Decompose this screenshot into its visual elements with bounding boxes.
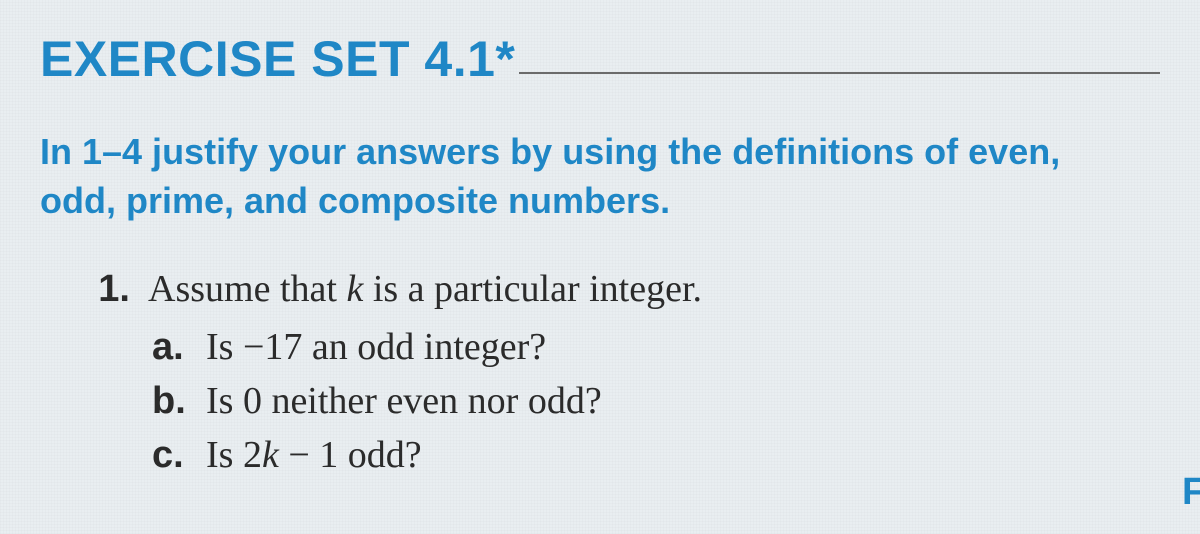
c-tail: − 1 bbox=[279, 434, 338, 476]
problem-1: 1. Assume that k is a particular integer… bbox=[40, 263, 1160, 483]
subpart-c: c. Is 2k − 1 odd? bbox=[152, 429, 1160, 483]
c-var: k bbox=[262, 434, 279, 476]
subpart-b: b. Is 0 neither even nor odd? bbox=[152, 375, 1160, 429]
problem-1-head: 1. Assume that k is a particular integer… bbox=[96, 263, 1160, 317]
b-text: Is 0 neither even nor odd? bbox=[206, 380, 602, 422]
subpart-b-text: Is 0 neither even nor odd? bbox=[206, 375, 602, 429]
c-post: odd? bbox=[338, 434, 421, 476]
a-post: an odd integer? bbox=[302, 326, 546, 368]
problem-number: 1. bbox=[96, 263, 130, 317]
c-coef: 2 bbox=[243, 434, 262, 476]
subpart-a-text: Is −17 an odd integer? bbox=[206, 321, 546, 375]
instructions-text: In 1–4 justify your answers by using the… bbox=[40, 128, 1100, 225]
heading-row: EXERCISE SET 4.1* bbox=[40, 34, 1160, 84]
subpart-label: c. bbox=[152, 429, 186, 483]
subpart-c-text: Is 2k − 1 odd? bbox=[206, 429, 422, 483]
subpart-label: b. bbox=[152, 375, 186, 429]
a-value: −17 bbox=[243, 326, 302, 368]
exercise-set-heading: EXERCISE SET 4.1* bbox=[40, 34, 515, 84]
textbook-page: EXERCISE SET 4.1* In 1–4 justify your an… bbox=[0, 0, 1200, 534]
stem-post: is a particular integer. bbox=[363, 268, 702, 310]
subpart-a: a. Is −17 an odd integer? bbox=[152, 321, 1160, 375]
c-pre: Is bbox=[206, 434, 243, 476]
stem-pre: Assume that bbox=[148, 268, 346, 310]
subparts: a. Is −17 an odd integer? b. Is 0 neithe… bbox=[96, 321, 1160, 483]
stem-variable: k bbox=[346, 268, 363, 310]
heading-rule bbox=[519, 72, 1160, 74]
subpart-label: a. bbox=[152, 321, 186, 375]
cropped-edge-letter: F bbox=[1182, 471, 1200, 514]
a-pre: Is bbox=[206, 326, 243, 368]
problem-stem: Assume that k is a particular integer. bbox=[148, 263, 702, 317]
